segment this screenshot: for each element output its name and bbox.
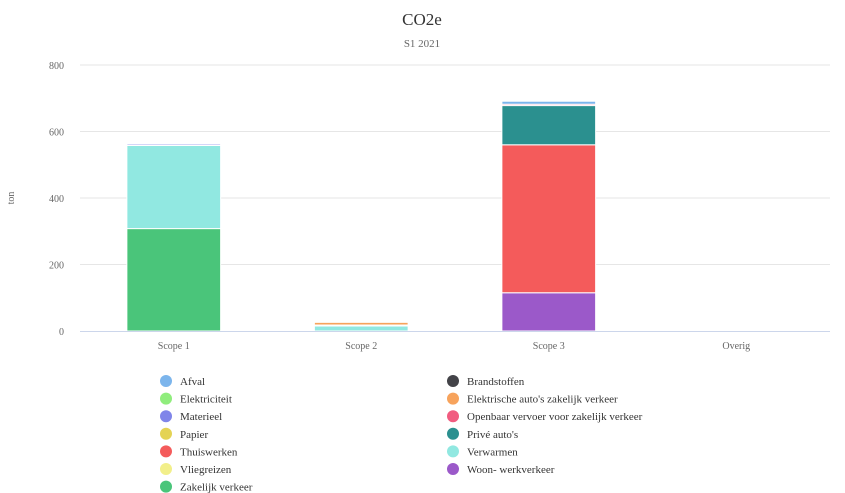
y-axis-title: ton — [6, 192, 17, 205]
legend-label: Elektrische auto's zakelijk verkeer — [467, 394, 618, 406]
bar-segment-scope-2-elektrische-auto-s-zakelijk-verkeer[interactable] — [313, 321, 409, 326]
legend-item-zakelijk-verkeer[interactable]: Zakelijk verkeer — [160, 480, 253, 493]
legend-marker — [447, 375, 459, 387]
legend-marker — [160, 480, 172, 493]
legend-marker — [447, 410, 459, 423]
legend-item-woon-werkverkeer[interactable]: Woon- werkverkeer — [447, 463, 555, 476]
legend-marker — [447, 445, 459, 458]
bar-segment-scope-3-thuiswerken[interactable] — [501, 144, 597, 294]
legend-item-openbaar-vervoer-voor-zakelijk-verkeer[interactable]: Openbaar vervoer voor zakelijk verkeer — [447, 410, 643, 423]
legend-label: Elektriciteit — [180, 394, 232, 406]
legend-label: Woon- werkverkeer — [467, 464, 555, 476]
bar-segment-scope-3-woon-werkverkeer[interactable] — [501, 292, 597, 332]
bar-segment-scope-3-afval[interactable] — [501, 100, 597, 105]
legend-marker — [447, 392, 459, 405]
y-tick-label: 0 — [59, 327, 64, 338]
x-tick-label: Overig — [722, 341, 750, 352]
chart-subtitle: S1 2021 — [404, 38, 440, 50]
chart-legend: Afval Brandstoffen Elektriciteit Elektrisch… — [160, 375, 643, 493]
legend-item-vliegreizen[interactable]: Vliegreizen — [160, 463, 232, 476]
y-tick-label: 600 — [49, 128, 64, 139]
bar-segment-scope-1-materieel[interactable] — [126, 143, 222, 146]
y-tick-label: 400 — [49, 194, 64, 205]
legend-marker — [160, 392, 172, 405]
legend-marker — [447, 463, 459, 475]
legend-marker — [160, 445, 172, 458]
y-tick-label: 800 — [49, 61, 64, 72]
bar-segment-scope-1-zakelijk-verkeer[interactable] — [126, 228, 222, 332]
chart-title: CO2e — [402, 10, 442, 29]
legend-label: Vliegreizen — [180, 464, 232, 476]
legend-label: Zakelijk verkeer — [180, 482, 253, 493]
legend-item-thuiswerken[interactable]: Thuiswerken — [160, 445, 238, 458]
legend-item-verwarmen[interactable]: Verwarmen — [447, 445, 518, 458]
legend-marker — [160, 375, 172, 387]
legend-item-elektrische-auto-s-zakelijk-verkeer[interactable]: Elektrische auto's zakelijk verkeer — [447, 392, 618, 406]
bar-segment-scope-2-verwarmen[interactable] — [313, 325, 409, 332]
legend-item-afval[interactable]: Afval — [160, 375, 205, 388]
legend-item-elektriciteit[interactable]: Elektriciteit — [160, 392, 232, 406]
legend-label: Afval — [180, 376, 205, 388]
legend-marker — [160, 410, 172, 423]
x-tick-label: Scope 2 — [345, 341, 377, 352]
x-tick-label: Scope 3 — [533, 341, 565, 352]
y-tick-label: 200 — [49, 261, 64, 272]
legend-label: Papier — [180, 429, 208, 441]
legend-label: Verwarmen — [467, 446, 518, 458]
bar-segment-scope-3-priv-auto-s[interactable] — [501, 105, 597, 146]
legend-marker — [160, 463, 172, 475]
legend-marker — [447, 427, 459, 440]
legend-label: Materieel — [180, 411, 222, 423]
bar-segment-scope-1-verwarmen[interactable] — [126, 144, 222, 230]
legend-label: Openbaar vervoer voor zakelijk verkeer — [467, 411, 643, 423]
legend-item-priv-auto-s[interactable]: Privé auto's — [447, 427, 518, 441]
legend-item-materieel[interactable]: Materieel — [160, 410, 222, 423]
legend-item-brandstoffen[interactable]: Brandstoffen — [447, 375, 525, 388]
legend-label: Brandstoffen — [467, 376, 525, 388]
legend-label: Thuiswerken — [180, 446, 238, 458]
legend-label: Privé auto's — [467, 429, 518, 441]
legend-marker — [160, 427, 172, 440]
legend-item-papier[interactable]: Papier — [160, 427, 208, 441]
x-axis-ticks: Scope 1 Scope 2 Scope 3 Overig — [158, 341, 750, 352]
x-tick-label: Scope 1 — [158, 341, 190, 352]
bar-stacks — [126, 100, 597, 332]
y-axis-ticks: 0 200 400 600 800 — [49, 61, 64, 338]
